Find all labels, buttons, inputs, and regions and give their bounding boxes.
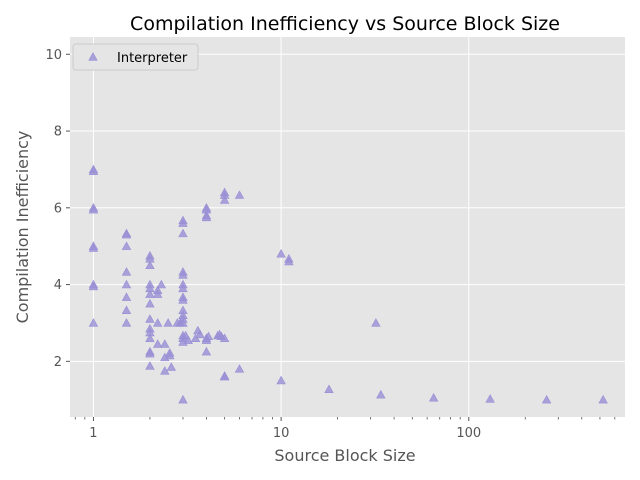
data-point [598,394,608,404]
x-tick-label: 1 [89,426,97,441]
data-point [156,279,167,289]
data-point [88,204,99,214]
data-point [428,392,439,402]
data-point [121,279,132,289]
legend-box [72,43,199,71]
data-point [201,346,212,356]
legend: Interpreter [72,43,199,71]
legend-label: Interpreter [117,51,188,66]
x-axis-label: Source Block Size [274,446,415,465]
y-tick-label: 10 [45,48,62,63]
data-point [121,241,132,250]
data-point [178,283,188,293]
data-point [152,318,163,327]
data-point [178,295,188,304]
data-point [219,195,230,204]
data-point [178,270,188,279]
data-point [276,249,286,258]
data-point [121,229,132,239]
data-point [178,218,188,227]
data-point [145,333,155,342]
data-point [145,348,155,358]
data-point [203,331,214,341]
data-point [276,375,286,385]
data-point [195,329,205,339]
data-point [324,384,334,394]
y-tick-label: 4 [54,278,62,293]
data-point [371,318,381,327]
y-axis-ticks: 2 4 6 8 10 [45,48,70,370]
data-point [145,361,155,370]
data-point [145,260,155,270]
data-point [121,267,132,276]
data-point [284,256,294,266]
data-point [145,314,155,323]
legend-marker-triangle [88,52,98,61]
data-point [145,298,155,308]
data-point [219,371,230,380]
data-point [234,364,245,373]
chart-title: Compilation Inefficiency vs Source Block… [130,13,560,35]
data-point [178,228,188,238]
data-point [178,394,188,404]
data-point [145,289,155,298]
data-point [152,289,163,298]
plot-area [70,37,625,417]
data-point [88,281,99,291]
data-point [234,190,245,199]
data-point [219,333,230,342]
data-point [201,212,212,222]
data-point [88,243,99,252]
y-tick-label: 8 [54,125,62,140]
data-point [165,350,175,360]
data-point [163,318,173,327]
data-point [121,318,132,327]
data-point [88,318,99,327]
data-point [121,292,132,301]
data-point [541,394,552,404]
data-point [376,389,386,399]
data-point [121,305,132,314]
x-minor-ticks [74,417,616,420]
data-point [152,339,163,348]
data-point [178,318,188,327]
x-tick-label: 100 [456,426,481,441]
data-point [160,339,170,348]
data-point [166,362,177,371]
x-axis-ticks: 1 10 100 [89,417,481,441]
x-tick-label: 10 [273,426,290,441]
data-point [88,166,99,176]
data-point [485,394,495,403]
data-points [88,164,608,404]
y-tick-label: 2 [54,355,62,370]
y-tick-label: 6 [54,201,62,216]
y-axis-label: Compilation Inefficiency [13,131,32,324]
data-point [183,335,193,344]
